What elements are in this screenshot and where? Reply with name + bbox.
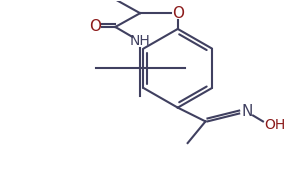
Text: NH: NH	[130, 34, 150, 48]
Text: N: N	[241, 104, 253, 119]
Text: OH: OH	[264, 118, 285, 132]
Text: O: O	[172, 6, 184, 21]
Text: O: O	[89, 19, 101, 35]
